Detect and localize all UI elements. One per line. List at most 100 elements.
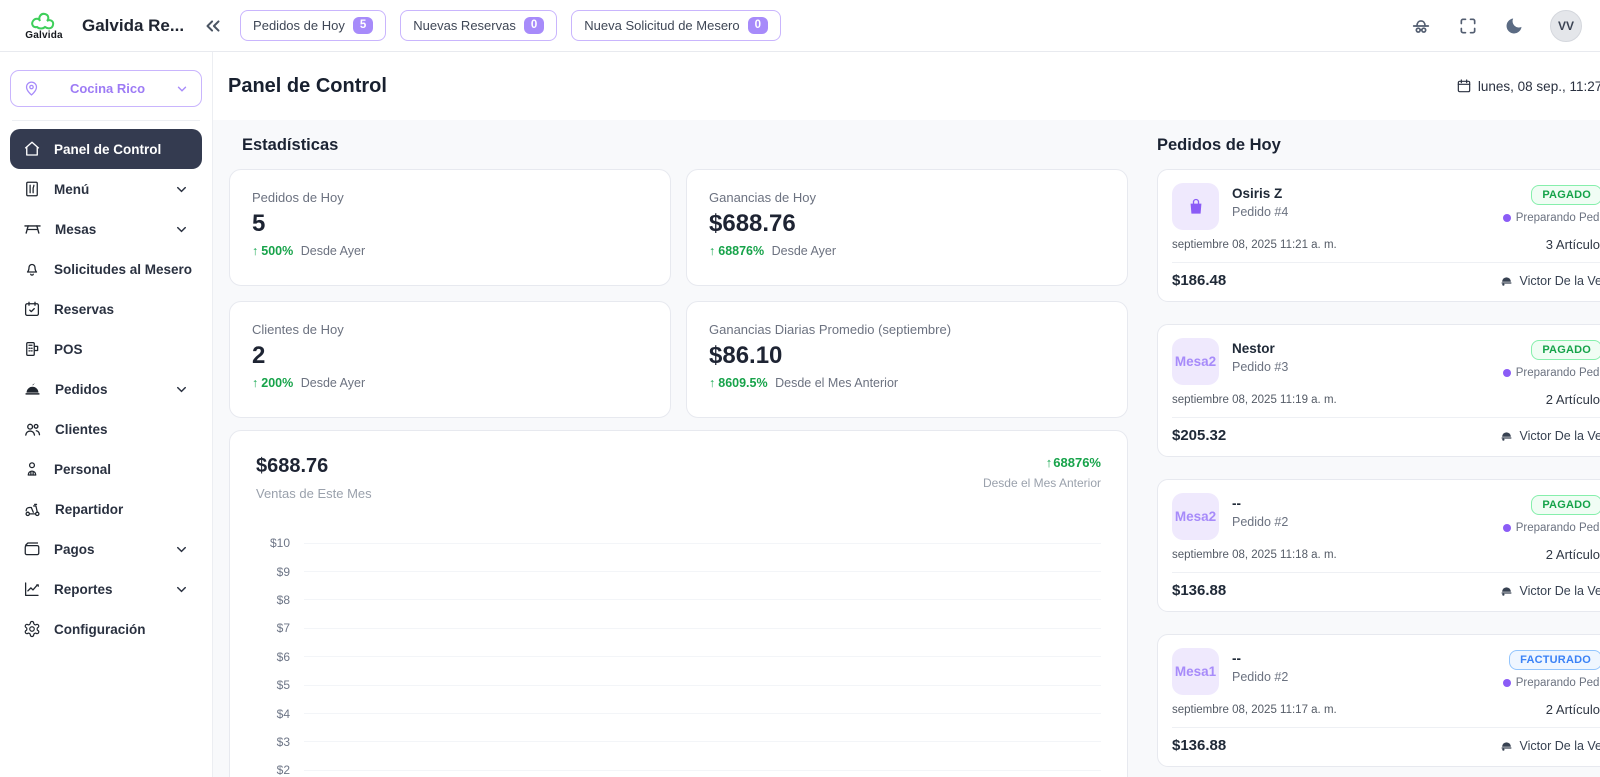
fullscreen-icon[interactable] bbox=[1458, 16, 1478, 36]
order-number: Pedido #3 bbox=[1232, 360, 1289, 374]
chef-hat-icon bbox=[1499, 273, 1514, 288]
status-badge: PAGADO bbox=[1531, 495, 1600, 515]
users-icon bbox=[23, 420, 42, 439]
stage-dot-icon bbox=[1502, 524, 1511, 532]
restaurant-name: Cocina Rico bbox=[69, 81, 146, 96]
pill-pedidos-de-hoy[interactable]: Pedidos de Hoy 5 bbox=[240, 10, 387, 41]
gridline bbox=[304, 571, 1101, 573]
status-badge: PAGADO bbox=[1531, 340, 1600, 360]
y-tick-label: $8 bbox=[276, 592, 290, 607]
chart-axis-row: $3 bbox=[256, 728, 1101, 756]
chart-axis-row: $2 bbox=[256, 756, 1101, 777]
order-stage: Preparando Pedi bbox=[1502, 522, 1600, 534]
pos-terminal-icon bbox=[23, 340, 41, 358]
sidebar-item-reportes[interactable]: Reportes bbox=[10, 569, 202, 609]
stats-heading: Estadísticas bbox=[242, 136, 339, 154]
stat-card-ganancias-diarias-promedio: Ganancias Diarias Promedio (septiembre) … bbox=[686, 301, 1128, 418]
sidebar-item-configuracion[interactable]: Configuración bbox=[10, 609, 202, 649]
orders-panel-heading: Pedidos de Hoy bbox=[1157, 136, 1281, 154]
sidebar-collapse-icon[interactable] bbox=[202, 15, 224, 37]
order-stage: Preparando Pedi bbox=[1502, 212, 1600, 224]
pill-nuevas-reservas[interactable]: Nuevas Reservas 0 bbox=[400, 10, 558, 41]
order-avatar bbox=[1172, 183, 1219, 230]
stage-dot-icon bbox=[1502, 369, 1511, 377]
chef-hat-icon bbox=[1499, 583, 1514, 598]
order-waiter: Victor De la Ve bbox=[1499, 738, 1600, 753]
scooter-icon bbox=[23, 500, 42, 519]
restaurant-selector[interactable]: Cocina Rico bbox=[10, 70, 202, 107]
map-pin-icon bbox=[23, 80, 40, 97]
stat-card-ganancias-de-hoy: Ganancias de Hoy $688.76 ↑ 68876% Desde A… bbox=[686, 169, 1128, 286]
order-waiter: Victor De la Ve bbox=[1499, 428, 1600, 443]
table-badge: Mesa2 bbox=[1172, 338, 1219, 385]
bell-icon bbox=[23, 260, 41, 278]
chart-axis-row: $8 bbox=[256, 586, 1101, 614]
sidebar-item-pedidos[interactable]: Pedidos bbox=[10, 369, 202, 409]
stat-value: $86.10 bbox=[709, 342, 783, 369]
solicitud-count-badge: 0 bbox=[747, 16, 769, 35]
order-items-count: 3 Artículo bbox=[1545, 237, 1600, 252]
gridline bbox=[304, 684, 1101, 686]
order-total: $136.88 bbox=[1172, 582, 1227, 599]
gear-icon bbox=[23, 620, 41, 638]
chart-axis-row: $6 bbox=[256, 643, 1101, 671]
order-card[interactable]: Mesa2 -- Pedido #2 PAGADO Preparando Ped… bbox=[1157, 479, 1600, 612]
current-datetime: lunes, 08 sep., 11:27 a. m. bbox=[1456, 78, 1600, 94]
sidebar-item-solicitudes-al-mesero[interactable]: Solicitudes al Mesero bbox=[10, 249, 202, 289]
divider bbox=[1172, 727, 1600, 728]
chevron-down-icon bbox=[175, 82, 189, 96]
sidebar-item-panel-de-control[interactable]: Panel de Control bbox=[10, 129, 202, 169]
sidebar-item-clientes[interactable]: Clientes bbox=[10, 409, 202, 449]
page-title: Panel de Control bbox=[228, 74, 387, 97]
menu-board-icon bbox=[23, 180, 41, 198]
chevron-down-icon bbox=[174, 382, 189, 397]
order-stage: Preparando Pedi bbox=[1502, 677, 1600, 689]
dark-mode-moon-icon[interactable] bbox=[1504, 16, 1524, 36]
divider bbox=[1172, 262, 1600, 263]
stage-dot-icon bbox=[1502, 679, 1511, 687]
sidebar-item-menu[interactable]: Menú bbox=[10, 169, 202, 209]
y-tick-label: $3 bbox=[276, 734, 290, 749]
chef-hat-icon bbox=[1499, 738, 1514, 753]
app-title: Galvida Re... bbox=[82, 15, 185, 35]
order-items-count: 2 Artículo bbox=[1545, 392, 1600, 407]
order-items-count: 2 Artículo bbox=[1545, 702, 1600, 717]
status-badge: PAGADO bbox=[1531, 185, 1600, 205]
stage-dot-icon bbox=[1502, 214, 1511, 222]
chart-axis-row: $4 bbox=[256, 699, 1101, 727]
gridline bbox=[304, 769, 1101, 771]
incognito-icon[interactable] bbox=[1410, 15, 1432, 37]
order-total: $136.88 bbox=[1172, 737, 1227, 754]
y-tick-label: $9 bbox=[276, 564, 290, 579]
order-card[interactable]: Osiris Z Pedido #4 PAGADO Preparando Ped… bbox=[1157, 169, 1600, 302]
stat-value: 2 bbox=[252, 342, 266, 369]
order-card[interactable]: Mesa2 Nestor Pedido #3 PAGADO Preparando… bbox=[1157, 324, 1600, 457]
customer-name: Osiris Z bbox=[1232, 186, 1283, 201]
chart-line-icon bbox=[23, 580, 41, 598]
sidebar-item-mesas[interactable]: Mesas bbox=[10, 209, 202, 249]
top-header: Galvida Galvida Re... Pedidos de Hoy 5 N… bbox=[0, 0, 1600, 52]
user-avatar[interactable]: VV bbox=[1550, 9, 1582, 42]
order-number: Pedido #4 bbox=[1232, 205, 1289, 219]
gridline bbox=[304, 627, 1101, 629]
sidebar-item-pos[interactable]: POS bbox=[10, 329, 202, 369]
sidebar-item-personal[interactable]: Personal bbox=[10, 449, 202, 489]
sidebar-item-pagos[interactable]: Pagos bbox=[10, 529, 202, 569]
stat-value: $688.76 bbox=[709, 210, 796, 237]
pill-nueva-solicitud-mesero[interactable]: Nueva Solicitud de Mesero 0 bbox=[571, 10, 782, 41]
order-card[interactable]: Mesa1 -- Pedido #2 FACTURADO Preparando … bbox=[1157, 634, 1600, 767]
gridline bbox=[304, 713, 1101, 715]
order-date: septiembre 08, 2025 11:18 a. m. bbox=[1172, 548, 1337, 561]
order-waiter: Victor De la Ve bbox=[1499, 273, 1600, 288]
chef-hat-icon bbox=[1499, 428, 1514, 443]
gridline bbox=[304, 656, 1101, 658]
order-total: $186.48 bbox=[1172, 272, 1227, 289]
arrow-up-icon: ↑ bbox=[252, 376, 259, 390]
sales-chart-card: $688.76 Ventas de Este Mes ↑68876% Desde… bbox=[229, 430, 1128, 777]
chart-axis-row: $9 bbox=[256, 557, 1101, 585]
arrow-up-icon: ↑ bbox=[709, 244, 716, 258]
sidebar-item-reservas[interactable]: Reservas bbox=[10, 289, 202, 329]
customer-name: -- bbox=[1232, 651, 1241, 666]
table-badge: Mesa1 bbox=[1172, 648, 1219, 695]
sidebar-item-repartidor[interactable]: Repartidor bbox=[10, 489, 202, 529]
